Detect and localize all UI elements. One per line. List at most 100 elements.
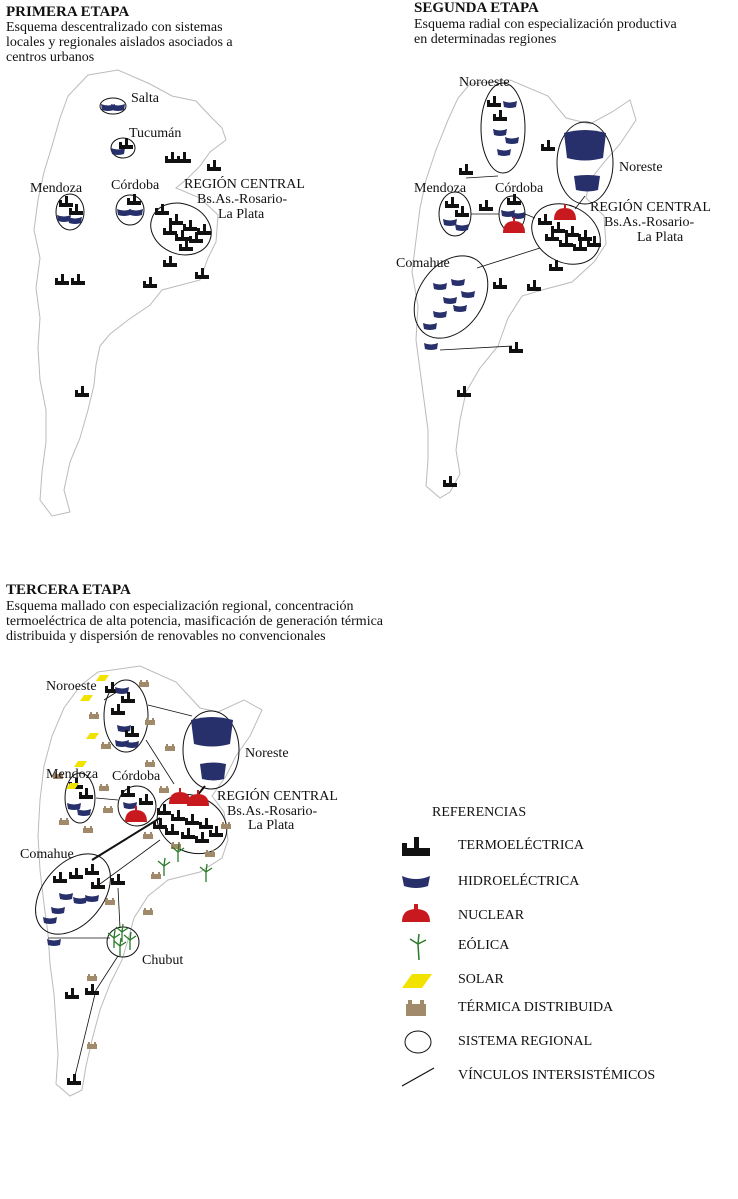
regional-system-central: [150, 202, 212, 256]
stage1-desc-line: locales y regionales aislados asociados …: [6, 35, 233, 50]
stage2-map: Noroeste Noreste Mendoza Córdoba REGIÓN …: [396, 75, 711, 499]
stage2-title: SEGUNDA ETAPA: [414, 0, 539, 16]
hydro-plant-icon: [402, 876, 430, 888]
legend-label: NUCLEAR: [458, 908, 525, 923]
label-cordoba: Córdoba: [112, 769, 161, 784]
label-laplata: La Plata: [218, 207, 265, 222]
regional-system-noroeste: [103, 679, 149, 753]
regional-system-noreste: [182, 710, 240, 790]
intersystem-link: [73, 989, 97, 1081]
regional-system-central: [531, 203, 601, 265]
intersystem-link: [439, 345, 513, 351]
label-region-central: REGIÓN CENTRAL: [590, 198, 711, 215]
intersystem-link-icon: [401, 1067, 435, 1087]
stage3-description: Esquema mallado con especialización regi…: [6, 599, 383, 644]
label-tucuman: Tucumán: [129, 126, 181, 141]
label-comahue: Comahue: [396, 256, 450, 271]
label-region-central: REGIÓN CENTRAL: [184, 175, 305, 192]
legend-label: TÉRMICA DISTRIBUIDA: [458, 1000, 614, 1015]
hydro-plant-icon: [200, 762, 226, 781]
intersystem-link: [465, 175, 499, 179]
stage1-description: Esquema descentralizado con sistemas loc…: [6, 20, 233, 65]
legend-label: SISTEMA REGIONAL: [458, 1034, 593, 1049]
intersystem-link: [574, 195, 586, 210]
intersystem-link: [147, 704, 193, 717]
legend-item-wind: EÓLICA: [398, 932, 728, 962]
legend-item-regional-system: SISTEMA REGIONAL: [398, 1028, 728, 1058]
regional-system-cordoba: [115, 194, 145, 226]
label-laplata: La Plata: [248, 818, 295, 833]
label-noroeste: Noroeste: [46, 679, 97, 694]
regional-system-comahue: [35, 853, 111, 935]
label-noreste: Noreste: [619, 160, 663, 175]
stage1-title: PRIMERA ETAPA: [6, 4, 130, 20]
legend-item-distributed: TÉRMICA DISTRIBUIDA: [398, 994, 728, 1024]
intersystem-link: [95, 797, 119, 801]
intersystem-link: [91, 817, 161, 861]
legend-label: HIDROELÉCTRICA: [458, 874, 580, 889]
intersystem-link: [476, 247, 541, 269]
intersystem-link: [145, 739, 175, 785]
intersystem-link: [117, 887, 121, 929]
nuclear-plant-icon: [402, 904, 430, 922]
label-mendoza: Mendoza: [46, 767, 99, 782]
label-noreste: Noreste: [245, 746, 289, 761]
stage1-desc-line: centros urbanos: [6, 50, 95, 65]
label-cordoba: Córdoba: [111, 178, 160, 193]
label-noroeste: Noroeste: [459, 75, 510, 90]
stage1-desc-line: Esquema descentralizado con sistemas: [6, 20, 223, 35]
hydro-plant-icon: [564, 130, 606, 161]
argentina-outline: [33, 69, 227, 517]
stage2-description: Esquema radial con especialización produ…: [414, 17, 677, 47]
regional-system-comahue: [413, 255, 489, 339]
stage3-desc-line: Esquema mallado con especialización regi…: [6, 599, 354, 614]
hydro-plant-icon: [191, 717, 233, 747]
legend-title: REFERENCIAS: [432, 805, 527, 820]
label-mendoza: Mendoza: [414, 181, 467, 196]
legend-label: TERMOELÉCTRICA: [458, 838, 584, 853]
intersystem-link: [524, 213, 536, 219]
regional-system-mendoza: [55, 193, 85, 231]
regional-system-noroeste: [480, 82, 526, 174]
distributed-thermal-icon: [406, 1000, 426, 1016]
label-bsas: Bs.As.-Rosario-: [197, 192, 288, 207]
label-laplata: La Plata: [637, 230, 684, 245]
label-chubut: Chubut: [142, 953, 183, 968]
legend-label: SOLAR: [458, 972, 504, 987]
regional-system-cordoba: [117, 785, 157, 827]
stage3-desc-line: distribuida y dispersión de renovables n…: [6, 629, 326, 644]
legend-item-nuclear: NUCLEAR: [398, 902, 728, 932]
regional-system-mendoza: [64, 772, 96, 824]
legend-item-thermal: TERMOELÉCTRICA: [398, 832, 728, 862]
regional-system-icon: [404, 1030, 432, 1054]
label-salta: Salta: [131, 91, 160, 106]
argentina-outline: [37, 665, 263, 1097]
label-bsas: Bs.As.-Rosario-: [604, 215, 695, 230]
legend-item-intersystem-links: VÍNCULOS INTERSISTÉMICOS: [398, 1062, 728, 1092]
stage3-desc-line: termoeléctrica de alta potencia, masific…: [6, 614, 384, 629]
stage1-map: Salta Tucumán Mendoza Córdoba REGIÓN CEN…: [30, 69, 305, 517]
wind-turbine-icon: [409, 933, 427, 961]
regional-system-salta: [99, 97, 127, 115]
label-mendoza: Mendoza: [30, 181, 83, 196]
regional-system-noreste: [556, 121, 614, 205]
intersystem-link: [95, 955, 119, 991]
thermal-plant-icon: [402, 837, 430, 856]
label-bsas: Bs.As.-Rosario-: [227, 804, 318, 819]
stage2-desc-line: Esquema radial con especialización produ…: [414, 17, 677, 32]
legend-item-solar: SOLAR: [398, 966, 728, 996]
stage2-desc-line: en determinadas regiones: [414, 32, 557, 47]
stage3-map: Noroeste Noreste Mendoza Córdoba REGIÓN …: [20, 665, 338, 1097]
legend-label: VÍNCULOS INTERSISTÉMICOS: [458, 1068, 656, 1083]
label-region-central: REGIÓN CENTRAL: [217, 787, 338, 804]
label-comahue: Comahue: [20, 847, 74, 862]
intersystem-link: [99, 839, 161, 885]
solar-panel-icon: [402, 974, 432, 988]
stage3-title: TERCERA ETAPA: [6, 582, 131, 598]
legend-item-hydro: HIDROELÉCTRICA: [398, 868, 728, 898]
label-cordoba: Córdoba: [495, 181, 544, 196]
legend-label: EÓLICA: [458, 938, 510, 953]
argentina-outline: [411, 79, 637, 499]
hydro-plant-icon: [574, 175, 600, 192]
